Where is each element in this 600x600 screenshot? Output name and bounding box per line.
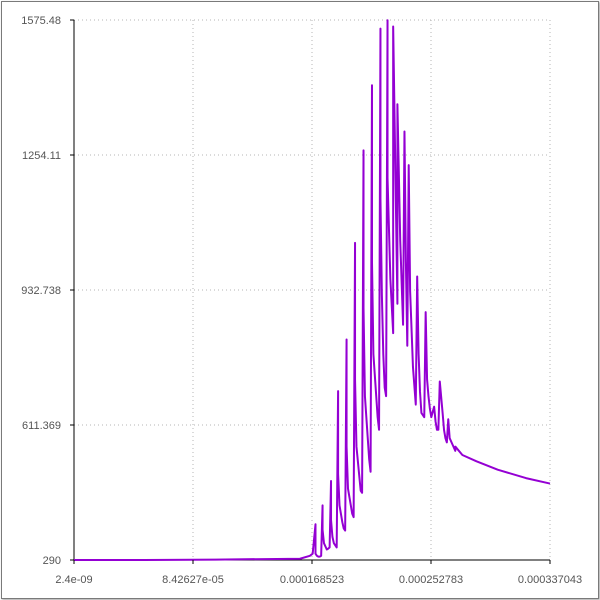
- x-tick-label: 2.4e-09: [55, 574, 92, 586]
- grid: [74, 19, 551, 560]
- x-tick-label: 0.000168523: [280, 574, 344, 586]
- y-tick-label: 611.369: [22, 420, 61, 432]
- series: [74, 19, 551, 561]
- x-tick-label: 0.000337043: [518, 574, 582, 586]
- y-tick-label: 932.738: [21, 285, 61, 297]
- y-tick-label: 1575.48: [21, 15, 61, 27]
- y-tick-label: 290: [43, 555, 61, 567]
- tick-labels: 2.4e-09 8.42627e-05 0.000168523 0.000252783…: [21, 15, 582, 586]
- x-tick-label: 8.42627e-05: [162, 574, 224, 586]
- series-line-0: [74, 19, 551, 561]
- x-tick-label: 0.000252783: [399, 574, 463, 586]
- y-tick-label: 1254.11: [22, 150, 61, 162]
